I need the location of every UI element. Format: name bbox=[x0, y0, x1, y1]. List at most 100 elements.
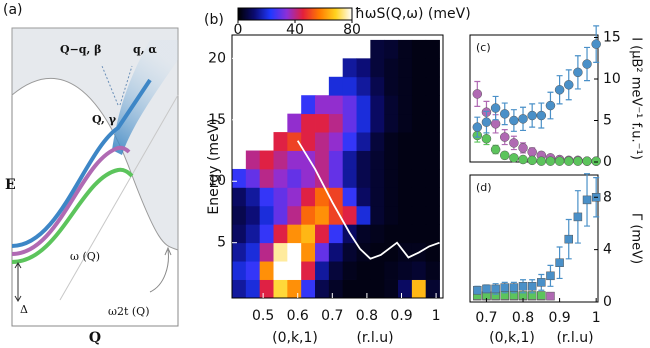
heat-cell bbox=[245, 261, 261, 280]
heat-cell bbox=[287, 224, 302, 244]
heat-cell bbox=[370, 58, 385, 78]
heat-cell bbox=[384, 168, 399, 188]
axis-label: Q bbox=[89, 330, 101, 346]
marker bbox=[473, 285, 482, 295]
heat-cell bbox=[425, 76, 440, 96]
heat-cell bbox=[425, 132, 440, 151]
heat-cell bbox=[370, 168, 385, 188]
heat-cell bbox=[259, 261, 274, 280]
heat-cell bbox=[370, 150, 385, 170]
heat-cell bbox=[425, 242, 440, 262]
marker bbox=[545, 156, 556, 166]
heat-cell bbox=[411, 76, 427, 96]
heat-cell bbox=[398, 113, 413, 133]
heat-cell bbox=[411, 224, 427, 244]
marker bbox=[518, 114, 528, 124]
heat-cell bbox=[259, 150, 274, 170]
heat-cell bbox=[356, 187, 371, 207]
heat-cell bbox=[287, 279, 302, 298]
heat-cell bbox=[370, 205, 385, 225]
heat-cell bbox=[384, 150, 399, 170]
x-axis-label: (0,k,1) bbox=[272, 330, 318, 346]
heat-cell bbox=[411, 279, 427, 298]
plot-frame bbox=[469, 34, 599, 163]
heat-cell bbox=[342, 187, 357, 207]
heat-cell bbox=[398, 187, 413, 207]
decay-arrows bbox=[101, 65, 133, 106]
heat-cell bbox=[425, 58, 440, 78]
marker bbox=[582, 156, 592, 166]
marker bbox=[563, 80, 574, 90]
heat-cell bbox=[301, 95, 316, 115]
marker bbox=[500, 283, 509, 292]
heat-cell bbox=[232, 261, 247, 280]
marker bbox=[472, 89, 483, 99]
heat-cell bbox=[356, 113, 371, 133]
y-tick-label: 5 bbox=[603, 112, 612, 128]
marker bbox=[509, 283, 519, 292]
heat-cell bbox=[287, 132, 302, 151]
y-tick-label: 4 bbox=[603, 242, 612, 258]
heat-cell bbox=[411, 95, 427, 115]
heat-cell bbox=[384, 242, 399, 262]
cone bbox=[112, 40, 178, 155]
marker bbox=[509, 115, 519, 126]
heat-cell bbox=[245, 224, 261, 244]
heat-cell bbox=[315, 261, 330, 280]
heat-cell bbox=[301, 205, 316, 225]
heat-cell bbox=[384, 261, 399, 280]
heat-cell bbox=[356, 76, 371, 96]
heat-cell bbox=[328, 261, 344, 280]
heat-cell bbox=[245, 205, 261, 225]
heat-cell bbox=[411, 205, 427, 225]
heat-cell bbox=[342, 150, 357, 170]
marker bbox=[554, 85, 565, 95]
heat-cell bbox=[273, 242, 288, 262]
heat-cell bbox=[384, 58, 399, 78]
heat-cell bbox=[273, 132, 288, 151]
heat-cell bbox=[384, 76, 399, 96]
marker bbox=[582, 59, 592, 69]
x-tick-label: 0.9 bbox=[390, 308, 412, 324]
x-tick-label: 0.9 bbox=[548, 310, 570, 326]
annotation: Δ bbox=[20, 303, 28, 316]
colorbar-tick-label: 40 bbox=[286, 22, 304, 38]
heat-cell bbox=[411, 113, 427, 133]
y-tick-label: 15 bbox=[208, 112, 226, 128]
marker bbox=[554, 156, 565, 166]
heat-cell bbox=[232, 187, 247, 207]
heat-cell bbox=[287, 168, 302, 188]
heat-cell bbox=[328, 224, 344, 244]
heat-cell bbox=[315, 168, 330, 188]
heat-cell bbox=[425, 95, 440, 115]
annotation: ω2t (Q) bbox=[108, 305, 150, 318]
heat-cell bbox=[245, 168, 261, 188]
heat-cell bbox=[370, 76, 385, 96]
heat-cell bbox=[356, 95, 371, 115]
colorbar-label: ħωS(Q,ω) (meV) bbox=[355, 6, 471, 22]
heat-cell bbox=[287, 150, 302, 170]
marker bbox=[563, 156, 574, 166]
x-axis-unit: (r.l.u) bbox=[556, 330, 593, 346]
heat-cell bbox=[301, 224, 316, 244]
heat-cell bbox=[232, 168, 247, 188]
heat-cell bbox=[342, 132, 357, 151]
heat-cell bbox=[328, 205, 344, 225]
heat-cell bbox=[411, 187, 427, 207]
heat-cell bbox=[342, 76, 357, 96]
y-tick-label: 10 bbox=[208, 173, 226, 189]
heat-cell bbox=[259, 242, 274, 262]
heat-cell bbox=[425, 261, 440, 280]
heat-cell bbox=[342, 261, 357, 280]
heat-cell bbox=[232, 205, 247, 225]
model-curve bbox=[296, 140, 440, 260]
heat-cell bbox=[315, 224, 330, 244]
heat-cell bbox=[356, 58, 371, 78]
heat-cell bbox=[328, 168, 344, 188]
gap-arrow bbox=[14, 262, 22, 302]
heat-cell bbox=[328, 150, 344, 170]
marker bbox=[527, 282, 537, 291]
heat-cell bbox=[301, 242, 316, 262]
heat-cell bbox=[411, 168, 427, 188]
